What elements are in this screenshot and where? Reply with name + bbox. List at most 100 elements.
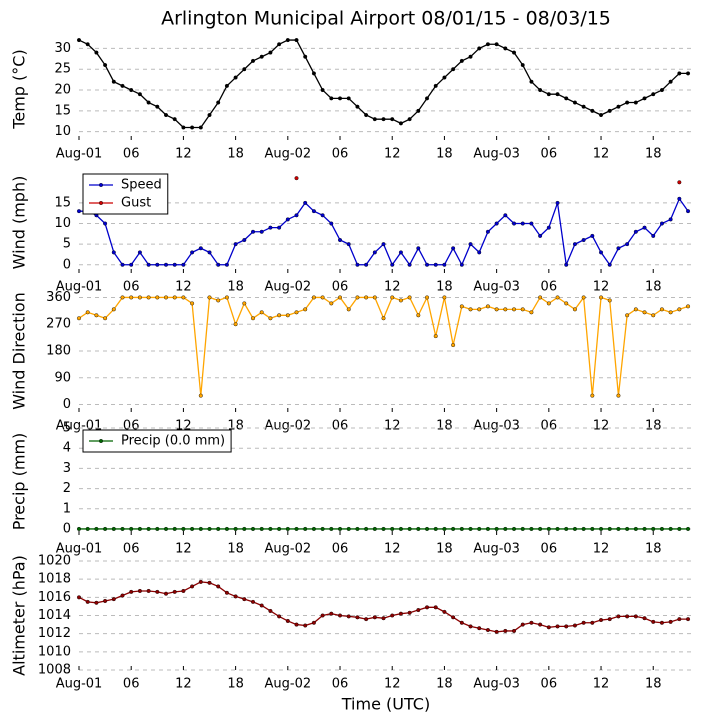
data-point xyxy=(616,526,621,531)
y-tick-label: 90 xyxy=(54,370,71,385)
data-point xyxy=(433,605,438,610)
data-point xyxy=(485,42,490,47)
data-point xyxy=(546,625,551,630)
data-point xyxy=(625,242,630,247)
data-point xyxy=(398,250,403,255)
data-point xyxy=(529,79,534,84)
y-tick-label: 3 xyxy=(63,461,71,476)
data-point xyxy=(590,526,595,531)
data-point xyxy=(459,620,464,625)
data-point xyxy=(155,589,160,594)
data-point xyxy=(311,295,316,300)
data-point xyxy=(146,588,151,593)
data-point xyxy=(625,100,630,105)
data-point xyxy=(659,221,664,226)
data-point xyxy=(477,307,482,312)
x-tick-label: 18 xyxy=(645,147,662,162)
data-point xyxy=(216,298,221,303)
data-point xyxy=(651,619,656,624)
data-point xyxy=(677,617,682,622)
data-point xyxy=(85,599,90,604)
data-point xyxy=(659,307,664,312)
data-point xyxy=(407,295,412,300)
data-point xyxy=(677,180,682,185)
data-point xyxy=(425,605,430,610)
x-tick-label: 12 xyxy=(593,419,610,434)
data-point xyxy=(120,526,125,531)
data-point xyxy=(520,63,525,68)
data-point xyxy=(355,526,360,531)
data-point xyxy=(616,393,621,398)
data-point xyxy=(137,526,142,531)
data-point xyxy=(129,589,134,594)
data-point xyxy=(224,526,229,531)
data-point xyxy=(512,221,517,226)
data-point xyxy=(512,307,517,312)
data-point xyxy=(599,250,604,255)
data-point xyxy=(390,262,395,267)
data-point xyxy=(146,100,151,105)
data-point xyxy=(651,233,656,238)
data-point xyxy=(103,316,108,321)
data-point xyxy=(468,526,473,531)
data-point xyxy=(338,238,343,243)
data-point xyxy=(120,262,125,267)
data-point xyxy=(381,616,386,621)
data-point xyxy=(329,611,334,616)
data-point xyxy=(599,618,604,623)
data-point xyxy=(555,200,560,205)
data-point xyxy=(164,295,169,300)
data-point xyxy=(590,233,595,238)
data-point xyxy=(294,622,299,627)
data-point xyxy=(381,242,386,247)
data-point xyxy=(338,526,343,531)
data-point xyxy=(329,221,334,226)
data-point xyxy=(338,613,343,618)
data-point xyxy=(111,307,116,312)
data-point xyxy=(103,526,108,531)
data-point xyxy=(216,100,221,105)
data-point xyxy=(468,54,473,59)
data-point xyxy=(581,295,586,300)
data-point xyxy=(425,96,430,101)
data-point xyxy=(94,600,99,605)
data-point xyxy=(355,615,360,620)
data-point xyxy=(85,526,90,531)
data-point xyxy=(503,213,508,218)
series-line xyxy=(78,39,689,129)
x-tick-label: 12 xyxy=(384,677,401,692)
legend: Precip (0.0 mm) xyxy=(82,429,232,453)
data-point xyxy=(181,125,186,130)
data-point xyxy=(172,295,177,300)
legend-box xyxy=(82,429,232,453)
data-point xyxy=(233,594,238,599)
data-point xyxy=(111,79,116,84)
data-point xyxy=(338,295,343,300)
data-point xyxy=(190,526,195,531)
data-point xyxy=(85,42,90,47)
data-point xyxy=(599,113,604,118)
x-tick-label: 06 xyxy=(332,419,349,434)
data-point xyxy=(599,295,604,300)
data-point xyxy=(224,83,229,88)
data-point xyxy=(546,92,551,97)
data-point xyxy=(364,262,369,267)
data-point xyxy=(364,113,369,118)
data-point xyxy=(668,310,673,315)
data-point xyxy=(442,75,447,80)
x-tick-label: 18 xyxy=(227,677,244,692)
data-point xyxy=(155,295,160,300)
legend-label: Gust xyxy=(121,196,151,211)
data-point xyxy=(137,250,142,255)
data-point xyxy=(555,624,560,629)
data-point xyxy=(407,526,412,531)
data-point xyxy=(633,100,638,105)
data-point xyxy=(294,310,299,315)
data-point xyxy=(494,42,499,47)
data-point xyxy=(625,313,630,318)
data-point xyxy=(494,307,499,312)
y-tick-label: 1 xyxy=(63,501,71,516)
data-point xyxy=(181,526,186,531)
data-point xyxy=(372,615,377,620)
data-point xyxy=(207,113,212,118)
